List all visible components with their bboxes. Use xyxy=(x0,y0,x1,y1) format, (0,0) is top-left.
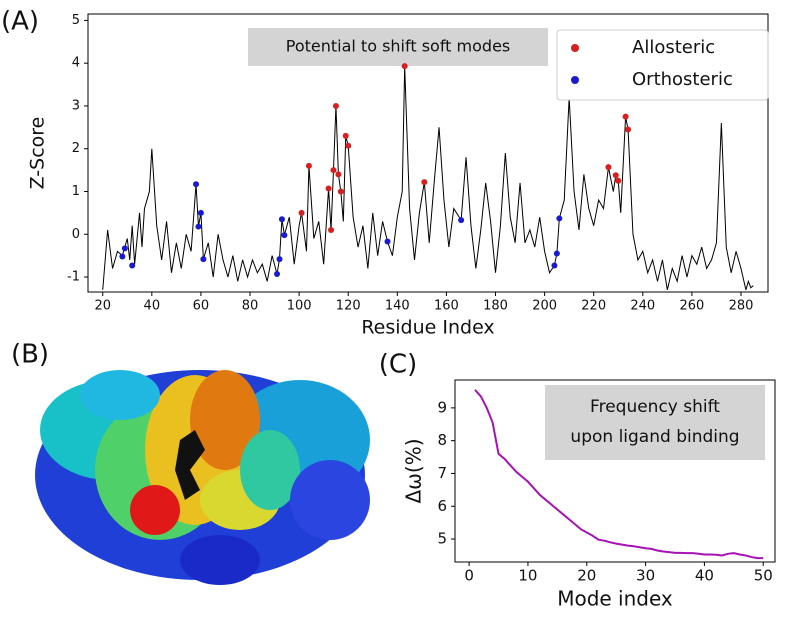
point xyxy=(193,181,200,188)
y-axis-label: Z-Score xyxy=(27,117,49,190)
point xyxy=(553,250,560,257)
point xyxy=(551,262,558,269)
point xyxy=(384,238,391,245)
annotation-box xyxy=(545,385,765,460)
x-tick-label: 200 xyxy=(532,299,557,314)
x-tick-label: 10 xyxy=(518,567,537,585)
point xyxy=(305,162,312,169)
x-tick-label: 0 xyxy=(464,567,474,585)
x-tick-label: 140 xyxy=(385,299,410,314)
point xyxy=(121,245,128,252)
point xyxy=(556,215,563,222)
annotation: upon ligand binding xyxy=(570,427,739,447)
x-tick-label: 20 xyxy=(94,299,111,314)
x-tick-label: 30 xyxy=(636,567,655,585)
y-tick-label: 8 xyxy=(437,431,447,449)
point xyxy=(332,102,339,109)
annotation-box xyxy=(248,28,548,66)
legend-marker xyxy=(571,44,579,52)
x-tick-label: 40 xyxy=(695,567,714,585)
y-tick-label: 6 xyxy=(437,497,447,515)
point xyxy=(197,209,204,216)
point xyxy=(129,262,136,269)
point xyxy=(325,185,332,192)
y-tick-label: 1 xyxy=(72,184,80,199)
point xyxy=(622,113,629,120)
y-tick-label: 9 xyxy=(437,398,447,416)
y-tick-label: 7 xyxy=(437,464,447,482)
x-tick-label: 220 xyxy=(581,299,606,314)
x-tick-label: 260 xyxy=(679,299,704,314)
annotation: Frequency shift xyxy=(590,397,720,417)
point xyxy=(200,256,207,263)
x-tick-label: 280 xyxy=(729,299,754,314)
point xyxy=(281,232,288,239)
axes-frame xyxy=(87,13,769,293)
point xyxy=(605,164,612,171)
point xyxy=(401,63,408,70)
point xyxy=(458,217,465,224)
x-tick-label: 20 xyxy=(577,567,596,585)
point xyxy=(342,132,349,139)
point xyxy=(274,271,281,278)
line xyxy=(474,389,764,560)
x-tick-label: 50 xyxy=(754,567,773,585)
x-tick-label: 40 xyxy=(144,299,161,314)
point xyxy=(119,253,126,260)
legend-label: Allosteric xyxy=(632,37,715,58)
x-axis-label: Mode index xyxy=(557,587,673,611)
point xyxy=(612,172,619,179)
y-tick-label: 3 xyxy=(72,98,80,113)
point xyxy=(421,179,428,186)
point xyxy=(345,142,352,149)
point xyxy=(625,126,632,133)
point xyxy=(298,209,305,216)
panel-label: (B) xyxy=(11,340,49,370)
x-tick-label: 120 xyxy=(336,299,361,314)
point xyxy=(337,188,344,195)
point xyxy=(330,167,337,174)
annotation: Potential to shift soft modes xyxy=(286,37,511,56)
legend-label: Orthosteric xyxy=(632,69,733,90)
point xyxy=(278,216,285,223)
y-tick-label: 5 xyxy=(437,530,447,548)
legend-marker xyxy=(571,76,579,84)
x-tick-label: 160 xyxy=(434,299,459,314)
point xyxy=(328,226,335,233)
axes-frame xyxy=(454,379,776,563)
y-tick-label: 2 xyxy=(72,141,80,156)
point xyxy=(195,223,202,230)
x-tick-label: 60 xyxy=(193,299,210,314)
panel-label: (C) xyxy=(379,350,417,380)
y-tick-label: -1 xyxy=(67,270,80,285)
legend-box xyxy=(556,29,769,101)
line xyxy=(102,66,754,290)
x-tick-label: 80 xyxy=(242,299,259,314)
y-tick-label: 0 xyxy=(72,227,80,242)
point xyxy=(615,177,622,184)
y-tick-label: 4 xyxy=(72,56,80,71)
y-axis-label: Δω(%) xyxy=(402,438,426,503)
x-axis-label: Residue Index xyxy=(361,317,494,339)
x-tick-label: 100 xyxy=(287,299,312,314)
point xyxy=(276,256,283,263)
point xyxy=(335,171,342,178)
x-tick-label: 240 xyxy=(630,299,655,314)
panel-label: (A) xyxy=(1,7,39,37)
x-tick-label: 180 xyxy=(483,299,508,314)
protein-surface xyxy=(35,370,370,585)
y-tick-label: 5 xyxy=(72,13,80,28)
